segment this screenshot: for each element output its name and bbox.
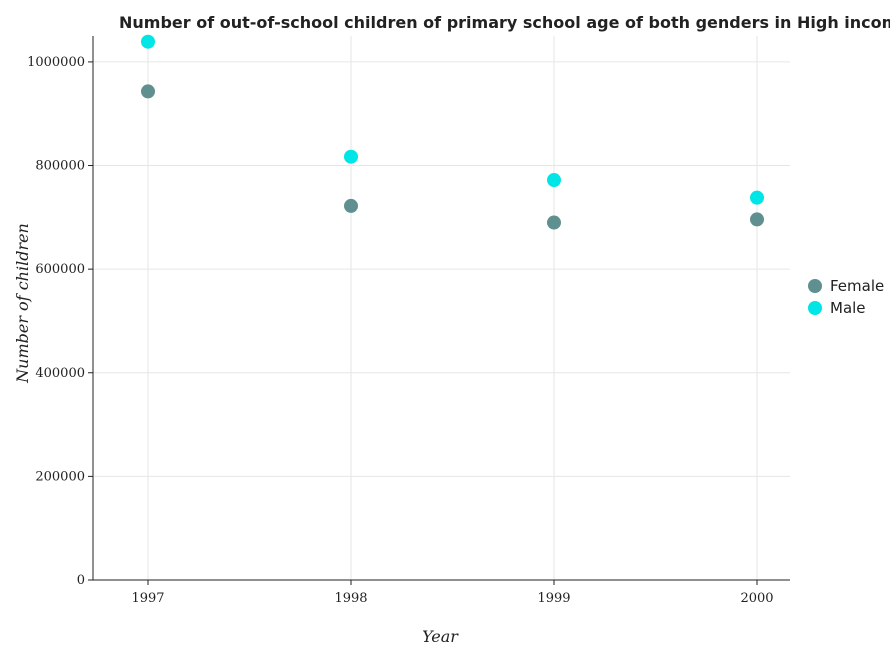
point-female-1998 bbox=[344, 198, 358, 213]
x-tick-label: 1998 bbox=[334, 591, 367, 606]
x-axis-label: Year bbox=[422, 627, 459, 646]
point-male-2000 bbox=[750, 190, 764, 205]
legend-label-female: Female bbox=[830, 277, 884, 295]
y-tick-labels: 0 200000 400000 600000 800000 1000000 bbox=[27, 55, 85, 588]
legend-marker-male bbox=[808, 301, 822, 315]
data-points bbox=[141, 34, 764, 230]
y-axis-label: Number of children bbox=[13, 223, 32, 384]
x-tick-label: 1999 bbox=[537, 591, 570, 606]
y-tick-label: 400000 bbox=[35, 366, 85, 381]
point-female-2000 bbox=[750, 212, 764, 227]
y-tick-label: 200000 bbox=[35, 469, 85, 484]
legend: Female Male bbox=[808, 277, 884, 317]
y-tick-label: 800000 bbox=[35, 159, 85, 174]
grid-lines bbox=[93, 36, 790, 581]
point-male-1997 bbox=[141, 34, 155, 49]
x-tick-label: 1997 bbox=[131, 591, 164, 606]
y-tick-label: 600000 bbox=[35, 262, 85, 277]
x-tick-labels: 1997 1998 1999 2000 bbox=[131, 591, 773, 606]
legend-label-male: Male bbox=[830, 299, 866, 317]
x-tick-label: 2000 bbox=[740, 591, 773, 606]
y-tick-label: 1000000 bbox=[27, 55, 85, 70]
point-male-1998 bbox=[344, 149, 358, 164]
chart-title: Number of out-of-school children of prim… bbox=[119, 13, 890, 32]
legend-marker-female bbox=[808, 279, 822, 293]
point-female-1997 bbox=[141, 84, 155, 99]
point-female-1999 bbox=[547, 215, 561, 230]
y-tick-label: 0 bbox=[77, 573, 85, 588]
point-male-1999 bbox=[547, 173, 561, 188]
axes bbox=[88, 36, 790, 585]
